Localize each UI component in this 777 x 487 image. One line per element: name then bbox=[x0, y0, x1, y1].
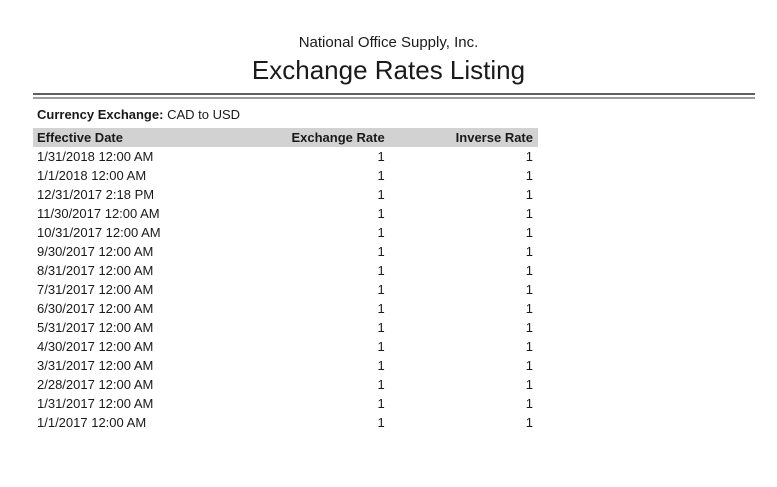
cell-effective-date: 12/31/2017 2:18 PM bbox=[37, 187, 155, 202]
report-page: National Office Supply, Inc. Exchange Ra… bbox=[0, 34, 777, 432]
table-row: 1/1/2017 12:00 AM 1 1 bbox=[33, 413, 538, 432]
cell-inverse-rate: 1 bbox=[525, 282, 533, 297]
cell-inverse-rate: 1 bbox=[525, 320, 533, 335]
column-header-effective-date: Effective Date bbox=[33, 128, 253, 147]
cell-exchange-rate: 1 bbox=[377, 206, 385, 221]
table-row: 1/31/2018 12:00 AM 1 1 bbox=[33, 147, 538, 166]
cell-effective-date: 2/28/2017 12:00 AM bbox=[37, 377, 154, 392]
report-title: Exchange Rates Listing bbox=[251, 55, 526, 85]
cell-inverse-rate: 1 bbox=[525, 225, 533, 240]
table-row: 9/30/2017 12:00 AM 1 1 bbox=[33, 242, 538, 261]
cell-effective-date: 1/31/2018 12:00 AM bbox=[37, 149, 154, 164]
table-row: 10/31/2017 12:00 AM 1 1 bbox=[33, 223, 538, 242]
cell-exchange-rate: 1 bbox=[377, 377, 385, 392]
cell-effective-date: 7/31/2017 12:00 AM bbox=[37, 282, 154, 297]
cell-inverse-rate: 1 bbox=[525, 206, 533, 221]
cell-effective-date: 6/30/2017 12:00 AM bbox=[37, 301, 154, 316]
cell-inverse-rate: 1 bbox=[525, 358, 533, 373]
table-row: 8/31/2017 12:00 AM 1 1 bbox=[33, 261, 538, 280]
table-row: 11/30/2017 12:00 AM 1 1 bbox=[33, 204, 538, 223]
company-name: National Office Supply, Inc. bbox=[298, 34, 479, 51]
table-row: 1/31/2017 12:00 AM 1 1 bbox=[33, 394, 538, 413]
cell-exchange-rate: 1 bbox=[377, 415, 385, 430]
cell-effective-date: 5/31/2017 12:00 AM bbox=[37, 320, 154, 335]
cell-exchange-rate: 1 bbox=[377, 187, 385, 202]
cell-exchange-rate: 1 bbox=[377, 396, 385, 411]
cell-effective-date: 11/30/2017 12:00 AM bbox=[37, 206, 160, 221]
cell-effective-date: 1/1/2017 12:00 AM bbox=[37, 415, 147, 430]
cell-inverse-rate: 1 bbox=[525, 244, 533, 259]
exchange-rates-table: Effective Date Exchange Rate Inverse Rat… bbox=[33, 128, 538, 432]
cell-exchange-rate: 1 bbox=[377, 282, 385, 297]
table-body: 1/31/2018 12:00 AM 1 1 1/1/2018 12:00 AM… bbox=[33, 147, 538, 432]
cell-exchange-rate: 1 bbox=[377, 358, 385, 373]
cell-exchange-rate: 1 bbox=[377, 263, 385, 278]
cell-exchange-rate: 1 bbox=[377, 168, 385, 183]
cell-exchange-rate: 1 bbox=[377, 149, 385, 164]
table-row: 3/31/2017 12:00 AM 1 1 bbox=[33, 356, 538, 375]
column-header-inverse-rate: Inverse Rate bbox=[384, 128, 538, 147]
cell-inverse-rate: 1 bbox=[525, 377, 533, 392]
table-row: 6/30/2017 12:00 AM 1 1 bbox=[33, 299, 538, 318]
cell-exchange-rate: 1 bbox=[377, 320, 385, 335]
cell-exchange-rate: 1 bbox=[377, 301, 385, 316]
cell-effective-date: 1/1/2018 12:00 AM bbox=[37, 168, 147, 183]
table-row: 12/31/2017 2:18 PM 1 1 bbox=[33, 185, 538, 204]
cell-inverse-rate: 1 bbox=[525, 339, 533, 354]
cell-inverse-rate: 1 bbox=[525, 301, 533, 316]
currency-exchange-value: CAD to USD bbox=[167, 107, 241, 122]
title-divider-rule bbox=[33, 93, 755, 99]
cell-effective-date: 9/30/2017 12:00 AM bbox=[37, 244, 154, 259]
cell-inverse-rate: 1 bbox=[525, 415, 533, 430]
table-row: 2/28/2017 12:00 AM 1 1 bbox=[33, 375, 538, 394]
table-row: 7/31/2017 12:00 AM 1 1 bbox=[33, 280, 538, 299]
cell-effective-date: 8/31/2017 12:00 AM bbox=[37, 263, 154, 278]
cell-effective-date: 10/31/2017 12:00 AM bbox=[37, 225, 161, 240]
cell-inverse-rate: 1 bbox=[525, 396, 533, 411]
cell-effective-date: 1/31/2017 12:00 AM bbox=[37, 396, 154, 411]
currency-exchange-label: Currency Exchange: bbox=[37, 107, 164, 122]
table-row: 1/1/2018 12:00 AM 1 1 bbox=[33, 166, 538, 185]
table-row: 5/31/2017 12:00 AM 1 1 bbox=[33, 318, 538, 337]
currency-exchange-line: Currency Exchange: CAD to USD bbox=[37, 107, 777, 122]
cell-inverse-rate: 1 bbox=[525, 263, 533, 278]
cell-inverse-rate: 1 bbox=[525, 187, 533, 202]
cell-exchange-rate: 1 bbox=[377, 244, 385, 259]
column-header-exchange-rate: Exchange Rate bbox=[252, 128, 385, 147]
cell-exchange-rate: 1 bbox=[377, 225, 385, 240]
table-row: 4/30/2017 12:00 AM 1 1 bbox=[33, 337, 538, 356]
table-header-row: Effective Date Exchange Rate Inverse Rat… bbox=[33, 128, 538, 147]
cell-effective-date: 3/31/2017 12:00 AM bbox=[37, 358, 154, 373]
cell-effective-date: 4/30/2017 12:00 AM bbox=[37, 339, 154, 354]
cell-inverse-rate: 1 bbox=[525, 149, 533, 164]
cell-exchange-rate: 1 bbox=[377, 339, 385, 354]
cell-inverse-rate: 1 bbox=[525, 168, 533, 183]
